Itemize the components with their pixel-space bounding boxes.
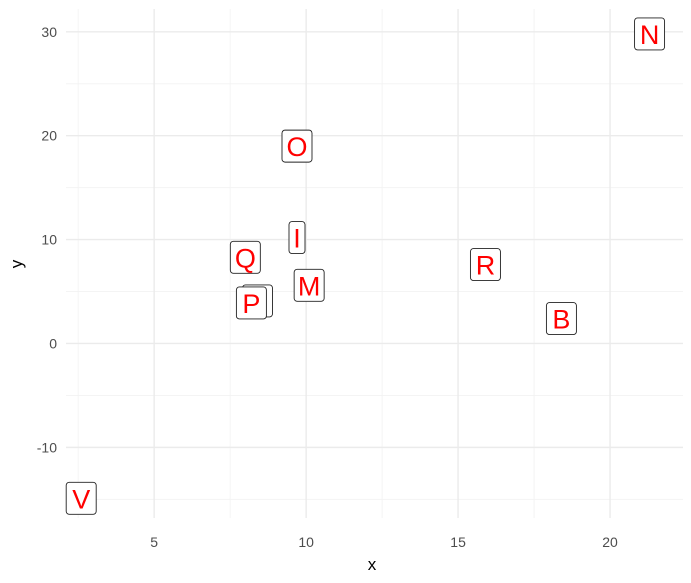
point-label-text: P xyxy=(242,289,260,319)
point-label: B xyxy=(545,302,577,336)
point-label-text: R xyxy=(476,251,496,281)
point-label-text: B xyxy=(552,305,570,335)
point-label: Q xyxy=(229,240,261,274)
point-label: P xyxy=(235,286,267,320)
y-tick-label: 10 xyxy=(41,232,57,248)
y-tick-label: 30 xyxy=(41,24,57,40)
point-label-box xyxy=(235,286,267,320)
y-tick-label: 0 xyxy=(49,335,57,351)
point-label-text: I xyxy=(293,224,301,254)
grid-layer xyxy=(66,9,683,518)
point-label: M xyxy=(293,268,325,302)
point-label-box xyxy=(229,240,261,274)
x-tick-label: 15 xyxy=(450,534,466,550)
point-label-box xyxy=(634,17,666,51)
x-tick-label: 5 xyxy=(150,534,158,550)
point-label: I xyxy=(288,221,306,254)
y-tick-label: -10 xyxy=(37,439,57,455)
point-label: R xyxy=(469,248,501,281)
point-label-text: N xyxy=(640,20,660,50)
point-label-box xyxy=(545,302,577,336)
x-tick-label: 10 xyxy=(298,534,314,550)
point-label: V xyxy=(65,481,97,515)
point-label-text: O xyxy=(286,132,307,162)
point-label-text: V xyxy=(72,484,90,514)
y-axis-ticks: -10 0 10 20 30 xyxy=(37,24,57,456)
point-label-box xyxy=(65,481,97,515)
point-label-box xyxy=(293,268,325,302)
point-label-text: Q xyxy=(235,243,256,273)
x-axis-ticks: 5 10 15 20 xyxy=(150,534,618,550)
point-label: O xyxy=(281,129,313,163)
x-tick-label: 20 xyxy=(602,534,618,550)
point-labels-layer: NOIQRMPPBV xyxy=(65,17,666,515)
point-label-box xyxy=(469,248,501,281)
point-label-box xyxy=(288,221,306,254)
point-label-text: M xyxy=(298,271,321,301)
y-axis-title: y xyxy=(7,259,26,268)
y-tick-label: 20 xyxy=(41,128,57,144)
point-label-box xyxy=(281,129,313,163)
x-axis-title: x xyxy=(368,555,377,574)
point-label: N xyxy=(634,17,666,51)
